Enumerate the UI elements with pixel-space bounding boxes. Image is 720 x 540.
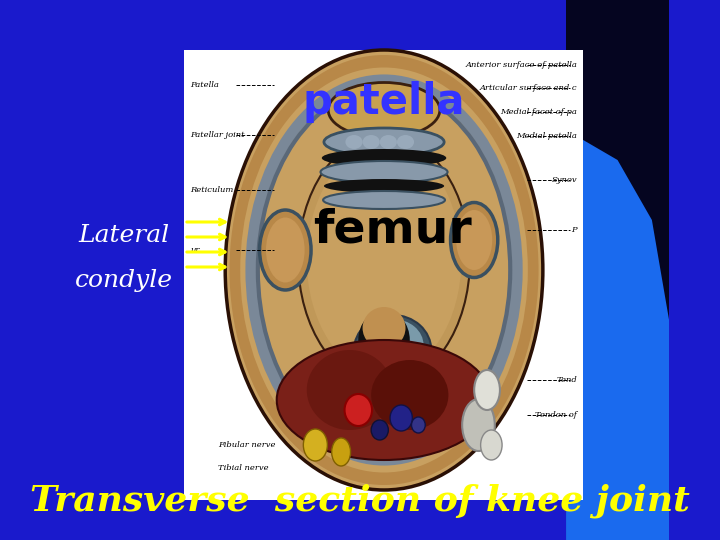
- Ellipse shape: [481, 430, 502, 460]
- Text: Synov: Synov: [552, 176, 577, 184]
- Bar: [184, 50, 583, 500]
- Ellipse shape: [322, 149, 446, 167]
- Ellipse shape: [456, 210, 492, 270]
- Ellipse shape: [372, 360, 449, 430]
- Text: condyle: condyle: [75, 268, 173, 292]
- Ellipse shape: [474, 370, 500, 410]
- Ellipse shape: [307, 145, 462, 375]
- Circle shape: [372, 420, 388, 440]
- Ellipse shape: [363, 135, 379, 149]
- Ellipse shape: [230, 55, 539, 485]
- Circle shape: [390, 405, 413, 431]
- Ellipse shape: [323, 191, 445, 209]
- Ellipse shape: [276, 340, 491, 460]
- Ellipse shape: [451, 202, 498, 278]
- Text: Fibular nerve: Fibular nerve: [218, 441, 276, 449]
- Text: Patellar joint: Patellar joint: [190, 131, 245, 139]
- Ellipse shape: [379, 135, 397, 149]
- Circle shape: [412, 417, 426, 433]
- Ellipse shape: [324, 128, 444, 156]
- Text: Anterior surface of patella: Anterior surface of patella: [465, 61, 577, 69]
- Ellipse shape: [328, 83, 440, 138]
- Bar: [566, 0, 669, 540]
- Circle shape: [345, 394, 372, 426]
- Text: Patella: Patella: [190, 81, 219, 89]
- Ellipse shape: [354, 315, 431, 385]
- Ellipse shape: [324, 179, 444, 193]
- Ellipse shape: [266, 218, 305, 282]
- Ellipse shape: [303, 429, 328, 461]
- Text: Transverse  section of knee joint: Transverse section of knee joint: [30, 483, 690, 518]
- Text: Lateral: Lateral: [78, 224, 169, 246]
- Text: Medial facet of pa: Medial facet of pa: [500, 108, 577, 116]
- Text: Tibial nerve: Tibial nerve: [218, 464, 269, 472]
- Ellipse shape: [359, 310, 410, 370]
- Ellipse shape: [346, 135, 363, 149]
- Ellipse shape: [259, 210, 311, 290]
- Ellipse shape: [397, 135, 414, 149]
- Ellipse shape: [298, 135, 470, 385]
- Text: ur: ur: [190, 246, 199, 254]
- Ellipse shape: [361, 319, 423, 371]
- Text: Reticulum: Reticulum: [190, 186, 233, 194]
- Ellipse shape: [225, 50, 543, 490]
- Text: Tendon of: Tendon of: [536, 411, 577, 419]
- Text: patella: patella: [303, 81, 465, 123]
- Ellipse shape: [240, 68, 528, 472]
- Text: Articular surface and c: Articular surface and c: [480, 84, 577, 92]
- Text: femur: femur: [313, 207, 472, 253]
- Ellipse shape: [462, 399, 495, 451]
- Text: Medial patella: Medial patella: [516, 132, 577, 140]
- Ellipse shape: [332, 438, 351, 466]
- Text: P: P: [572, 226, 577, 234]
- Text: Tend: Tend: [557, 376, 577, 384]
- Ellipse shape: [363, 307, 405, 349]
- Ellipse shape: [307, 350, 392, 430]
- Polygon shape: [566, 140, 669, 540]
- Ellipse shape: [320, 161, 448, 183]
